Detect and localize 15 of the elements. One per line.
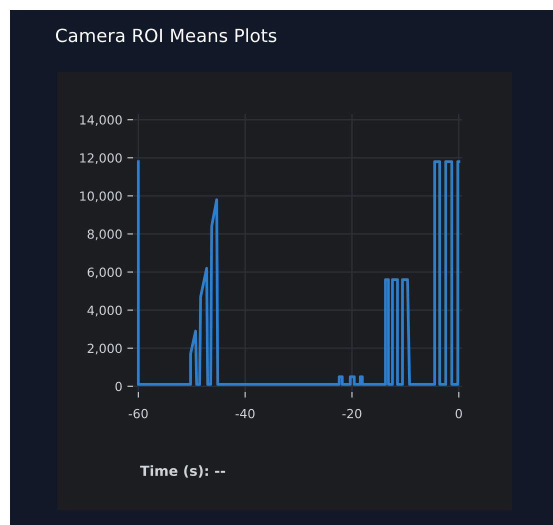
x-tick-label: 0 [456, 408, 462, 418]
y-tick-label: 0 [115, 382, 122, 392]
x-tick-label: -40 [236, 408, 255, 418]
x-tick-label: -60 [128, 408, 148, 418]
y-tick-label: 2,000 [88, 344, 122, 354]
y-tick-label: 10,000 [80, 191, 122, 202]
y-tick-label: 6,000 [88, 268, 122, 278]
chart-title: Camera ROI Means Plots [56, 28, 276, 42]
y-tick-label: 12,000 [80, 153, 122, 164]
x-tick-label: -20 [342, 408, 362, 418]
y-tick-label: 14,000 [80, 115, 122, 126]
text: Time (s): -- [140, 465, 226, 478]
y-tick-label: 8,000 [88, 229, 122, 240]
y-tick-label: 4,000 [87, 306, 122, 316]
line-series [136, 160, 460, 386]
